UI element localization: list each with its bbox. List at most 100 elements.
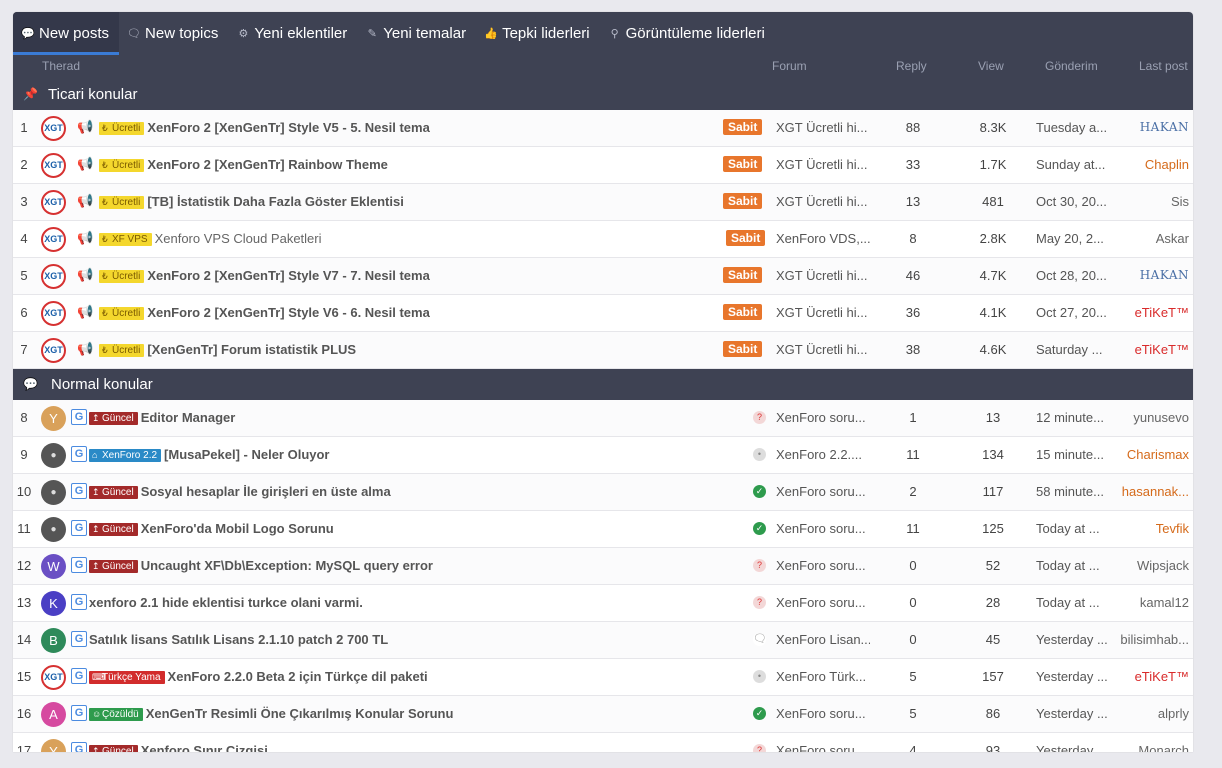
forum-link[interactable]: XGT Ücretli hi...	[776, 268, 868, 283]
thread-title[interactable]: ↥ Güncel XenForo'da Mobil Logo Sorunu	[89, 511, 334, 546]
post-date[interactable]: Yesterday ...	[1036, 706, 1108, 721]
thread-prefix[interactable]: ₺ Ücretli	[99, 159, 145, 172]
thread-prefix[interactable]: ₺ Ücretli	[99, 344, 145, 357]
thread-title[interactable]: ₺ Ücretli XenForo 2 [XenGenTr] Style V5 - …	[99, 110, 430, 145]
forum-link[interactable]: XenForo Lisan...	[776, 632, 870, 647]
avatar[interactable]: K	[41, 591, 66, 616]
post-date[interactable]: May 20, 2...	[1036, 231, 1104, 246]
post-date[interactable]: Yesterday ...	[1036, 632, 1108, 647]
table-row[interactable]: 12 W G ↥ Güncel Uncaught XF\Db\Exception: MyS…	[13, 548, 1193, 585]
avatar[interactable]: Y	[41, 406, 66, 431]
thread-prefix[interactable]: ⌂ XenForo 2.2	[89, 449, 162, 462]
last-poster[interactable]: HAKAN	[1139, 268, 1189, 282]
forum-link[interactable]: XGT Ücretli hi...	[776, 157, 868, 172]
thread-title[interactable]: ₺ XF VPS Xenforo VPS Cloud Paketleri	[99, 221, 322, 256]
table-row[interactable]: 16 A G ☺Çözüldü XenGenTr Resimli Öne Çıkarıl…	[13, 696, 1193, 733]
post-date[interactable]: Today at ...	[1036, 521, 1100, 536]
forum-link[interactable]: XenForo Türk...	[776, 669, 867, 684]
thread-prefix[interactable]: ☺Çözüldü	[89, 708, 143, 721]
tab-new-addons[interactable]: ⚙ Yeni eklentiler	[228, 12, 357, 55]
avatar[interactable]: ●	[41, 480, 66, 505]
avatar[interactable]: XGT	[41, 116, 66, 141]
tab-new-themes[interactable]: ✎ Yeni temalar	[357, 12, 476, 55]
last-poster[interactable]: Chaplin	[1144, 157, 1189, 172]
table-row[interactable]: 11 ● G ↥ Güncel XenForo'da Mobil Logo Sorunu ✓…	[13, 511, 1193, 548]
last-poster[interactable]: hasannak...	[1121, 484, 1189, 499]
post-date[interactable]: 58 minute...	[1036, 484, 1104, 499]
table-row[interactable]: 15 XGT G ⌨Türkçe Yama XenForo 2.2.0 Beta 2 i…	[13, 659, 1193, 696]
thread-prefix[interactable]: ↥ Güncel	[89, 486, 138, 499]
avatar[interactable]: XGT	[41, 665, 66, 690]
thread-title[interactable]: xenforo 2.1 hide eklentisi turkce olani …	[89, 585, 363, 620]
last-poster[interactable]: HAKAN	[1139, 120, 1189, 134]
table-row[interactable]: 14 B G Satılık lisans Satılık Lisans 2.1.10…	[13, 622, 1193, 659]
table-row[interactable]: 2 XGT 📢 ₺ Ücretli XenForo 2 [XenGenTr] Rainbo…	[13, 147, 1193, 184]
thread-prefix[interactable]: ₺ Ücretli	[99, 270, 145, 283]
table-row[interactable]: 9 ● G ⌂ XenForo 2.2 [MusaPekel] - Neler Oluyo…	[13, 437, 1193, 474]
thread-title[interactable]: ₺ Ücretli [XenGenTr] Forum istatistik PLUS	[99, 332, 356, 367]
last-poster[interactable]: Wipsjack	[1136, 558, 1189, 573]
thread-prefix[interactable]: ↥ Güncel	[89, 523, 138, 536]
thread-title[interactable]: ↥ Güncel Xenforo Sınır Çizgisi	[89, 733, 268, 752]
post-date[interactable]: Saturday ...	[1036, 342, 1103, 357]
table-row[interactable]: 10 ● G ↥ Güncel Sosyal hesaplar İle girişleri…	[13, 474, 1193, 511]
post-date[interactable]: Tuesday a...	[1036, 120, 1108, 135]
last-poster[interactable]: bilisimhab...	[1120, 632, 1189, 647]
thread-title[interactable]: ↥ Güncel Uncaught XF\Db\Exception: MySQL q…	[89, 548, 433, 583]
forum-link[interactable]: XGT Ücretli hi...	[776, 194, 868, 209]
last-poster[interactable]: eTiKeT™	[1134, 342, 1189, 357]
col-forum[interactable]: Forum	[772, 59, 807, 73]
thread-prefix[interactable]: ↥ Güncel	[89, 412, 138, 425]
thread-prefix[interactable]: ₺ Ücretli	[99, 196, 145, 209]
forum-link[interactable]: XenForo 2.2....	[776, 447, 862, 462]
thread-prefix[interactable]: ↥ Güncel	[89, 745, 138, 752]
table-row[interactable]: 7 XGT 📢 ₺ Ücretli [XenGenTr] Forum istatistik…	[13, 332, 1193, 369]
post-date[interactable]: Yesterday ...	[1036, 743, 1108, 752]
col-view[interactable]: View	[978, 59, 1004, 73]
last-poster[interactable]: Tevfik	[1155, 521, 1189, 536]
post-date[interactable]: Sunday at...	[1036, 157, 1106, 172]
thread-title[interactable]: ₺ Ücretli [TB] İstatistik Daha Fazla Göste…	[99, 184, 404, 219]
avatar[interactable]: XGT	[41, 227, 66, 252]
thread-title[interactable]: ↥ Güncel Editor Manager	[89, 400, 235, 435]
post-date[interactable]: Today at ...	[1036, 595, 1100, 610]
forum-link[interactable]: XenForo soru...	[776, 558, 866, 573]
thread-title[interactable]: ☺Çözüldü XenGenTr Resimli Öne Çıkarılmış …	[89, 696, 453, 731]
avatar[interactable]: XGT	[41, 301, 66, 326]
avatar[interactable]: XGT	[41, 338, 66, 363]
forum-link[interactable]: XenForo soru...	[776, 595, 866, 610]
avatar[interactable]: W	[41, 554, 66, 579]
tab-view-leaders[interactable]: ⚲ Görüntüleme liderleri	[600, 12, 775, 55]
avatar[interactable]: XGT	[41, 153, 66, 178]
post-date[interactable]: 12 minute...	[1036, 410, 1104, 425]
thread-title[interactable]: ⌂ XenForo 2.2 [MusaPekel] - Neler Oluyor	[89, 437, 330, 472]
forum-link[interactable]: XenForo soru...	[776, 521, 866, 536]
avatar[interactable]: XGT	[41, 264, 66, 289]
post-date[interactable]: Oct 27, 20...	[1036, 305, 1107, 320]
tab-new-topics[interactable]: 🗨 New topics	[119, 12, 228, 55]
col-sent[interactable]: Gönderim	[1045, 59, 1098, 73]
post-date[interactable]: Yesterday ...	[1036, 669, 1108, 684]
last-poster[interactable]: eTiKeT™	[1134, 305, 1189, 320]
last-poster[interactable]: yunusevo	[1133, 410, 1189, 425]
post-date[interactable]: Oct 28, 20...	[1036, 268, 1107, 283]
avatar[interactable]: A	[41, 702, 66, 727]
last-poster[interactable]: Sis	[1170, 194, 1189, 209]
col-last-post[interactable]: Last post	[1139, 59, 1188, 73]
table-row[interactable]: 6 XGT 📢 ₺ Ücretli XenForo 2 [XenGenTr] Style …	[13, 295, 1193, 332]
post-date[interactable]: 15 minute...	[1036, 447, 1104, 462]
last-poster[interactable]: Charismax	[1126, 447, 1189, 462]
thread-prefix[interactable]: ₺ XF VPS	[99, 233, 152, 246]
post-date[interactable]: Today at ...	[1036, 558, 1100, 573]
thread-title[interactable]: Satılık lisans Satılık Lisans 2.1.10 pat…	[89, 622, 388, 657]
forum-link[interactable]: XGT Ücretli hi...	[776, 342, 868, 357]
table-row[interactable]: 17 Y G ↥ Güncel Xenforo Sınır Çizgisi? XenForo…	[13, 733, 1193, 752]
table-row[interactable]: 5 XGT 📢 ₺ Ücretli XenForo 2 [XenGenTr] Style …	[13, 258, 1193, 295]
forum-link[interactable]: XGT Ücretli hi...	[776, 305, 868, 320]
thread-prefix[interactable]: ₺ Ücretli	[99, 307, 145, 320]
forum-link[interactable]: XenForo VDS,...	[776, 231, 870, 246]
thread-title[interactable]: ⌨Türkçe Yama XenForo 2.2.0 Beta 2 için Tü…	[89, 659, 428, 694]
table-row[interactable]: 3 XGT 📢 ₺ Ücretli [TB] İstatistik Daha Fazla …	[13, 184, 1193, 221]
last-poster[interactable]: Monarch	[1138, 743, 1189, 752]
